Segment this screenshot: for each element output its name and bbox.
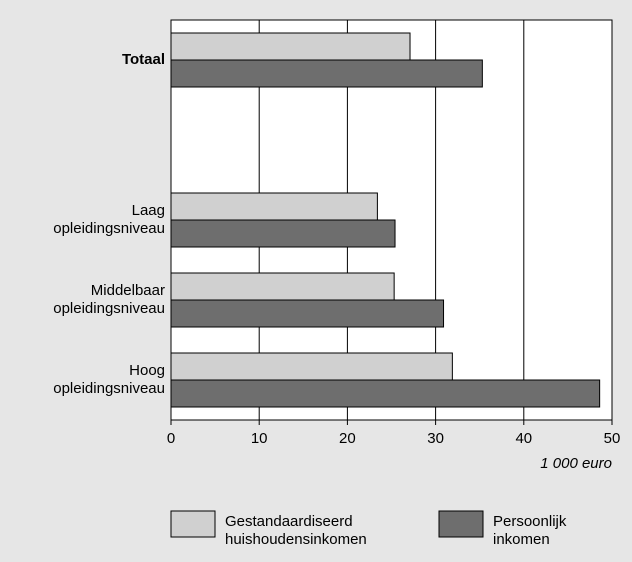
bar [170,192,378,221]
x-tick-label: 0 [166,430,176,447]
y-tick-label: Totaal [121,51,165,68]
y-tick-label: Middelbaar opleidingsniveau [53,282,165,317]
bar [170,352,453,381]
bar [170,379,601,408]
legend-label: Persoonlijk inkomen [493,513,567,548]
x-tick-label: 10 [250,430,268,447]
bar [170,272,395,301]
legend-swatch [170,510,216,538]
bar [170,219,396,248]
x-tick-label: 50 [603,430,621,447]
y-tick-label: Laag opleidingsniveau [53,202,165,237]
y-tick-label: Hoog opleidingsniveau [53,362,165,397]
legend-swatch [438,510,484,538]
legend-label: Gestandaardiseerd huishoudensinkomen [225,513,367,548]
x-tick-label: 30 [427,430,444,447]
bar [170,32,411,61]
plot-frame [170,19,613,421]
x-tick-label: 20 [339,430,356,447]
x-axis-label: 1 000 euro [540,455,612,472]
bar [170,299,445,328]
x-tick-label: 40 [515,430,533,447]
bar [170,59,483,88]
